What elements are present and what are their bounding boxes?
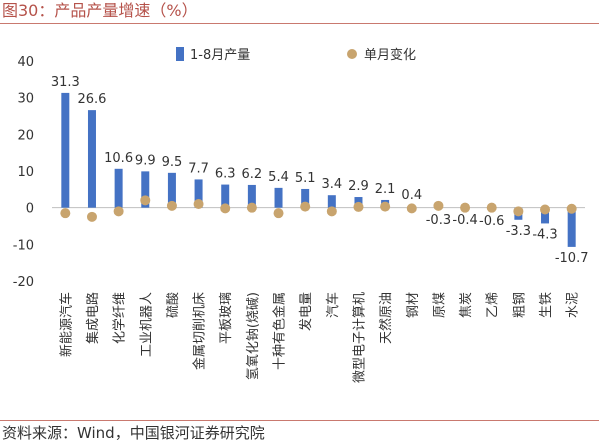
legend: 1-8月产量 单月变化 <box>176 47 416 63</box>
bar-value-label: 2.9 <box>348 179 369 194</box>
category-label: 金属切削机床 <box>192 292 208 370</box>
dot-point <box>486 202 497 213</box>
bar-value-label: -4.3 <box>532 227 557 242</box>
category-label: 平板玻璃 <box>219 292 234 344</box>
bar <box>221 184 230 208</box>
category-label: 乙烯 <box>486 292 501 318</box>
bar-value-label: 5.4 <box>268 170 289 185</box>
bar-value-label: 2.1 <box>375 182 396 197</box>
category-label: 汽车 <box>325 292 341 318</box>
bar <box>87 110 96 208</box>
category-label: 硫酸 <box>166 292 181 318</box>
dot-point <box>246 202 257 213</box>
category-label: 氢氧化钠(烧碱) <box>246 292 261 380</box>
bar <box>167 172 176 208</box>
legend-dot-swatch <box>347 49 357 59</box>
bar <box>327 195 336 208</box>
dot-point <box>513 206 524 217</box>
category-label: 原煤 <box>432 292 447 318</box>
category-label: 生铁 <box>539 292 554 318</box>
dot-point <box>406 203 417 214</box>
dot-point <box>86 211 97 222</box>
dot-point <box>326 206 337 217</box>
category-label: 天然原油 <box>378 292 394 344</box>
bar-value-label: -0.6 <box>479 214 504 229</box>
y-tick-label: 40 <box>17 55 34 70</box>
dot-point <box>273 208 284 219</box>
value-labels: 31.3 26.6 10.6 9.9 9.5 7.7 6.3 6.2 5.4 5.1 3.4 2.9 2… <box>51 75 589 266</box>
bar-value-label: 3.4 <box>321 177 342 192</box>
bar <box>541 207 550 224</box>
y-tick-label: -20 <box>13 275 34 290</box>
bar-series <box>61 92 576 247</box>
y-tick-label: 30 <box>17 92 34 107</box>
bar <box>247 184 256 208</box>
figure-source: 资料来源：Wind，中国银河证券研究院 <box>0 420 599 445</box>
dot-point <box>300 201 311 212</box>
dot-point <box>540 204 551 215</box>
category-label: 发电量 <box>298 292 314 331</box>
dot-point <box>353 201 364 212</box>
dot-point <box>566 203 577 214</box>
bar <box>114 168 123 208</box>
bar-value-label: 26.6 <box>77 92 106 107</box>
dot-point <box>166 200 177 211</box>
bar <box>194 179 203 208</box>
chart: 1-8月产量 单月变化 40 30 20 10 0 -10 -20 31.3 26.6 10.6… <box>13 47 589 383</box>
category-label: 焦炭 <box>459 292 474 318</box>
category-label: 钢材 <box>406 292 421 318</box>
bar-value-label: 10.6 <box>104 151 133 166</box>
bar-value-label: 6.2 <box>242 167 263 182</box>
dot-point <box>460 202 471 213</box>
dot-series <box>60 195 577 222</box>
dot-point <box>113 206 124 217</box>
category-label: 十种有色金属 <box>272 292 288 370</box>
category-label: 集成电路 <box>85 292 101 344</box>
bar-value-label: 5.1 <box>295 171 316 186</box>
y-tick-label: 20 <box>17 128 34 143</box>
y-tick-label: -10 <box>13 238 34 253</box>
dot-point <box>433 200 444 211</box>
bar <box>274 187 283 208</box>
legend-bar-swatch <box>176 47 184 61</box>
dot-point <box>140 195 151 206</box>
bar-value-label: 31.3 <box>51 75 80 90</box>
category-label: 化学纤维 <box>112 292 128 344</box>
category-labels: 新能源汽车 集成电路 化学纤维 工业机器人 硫酸 金属切削机床 平板玻璃 氢氧化钠(烧碱) 十种… <box>58 292 580 383</box>
category-label: 粗钢 <box>512 292 527 318</box>
category-label: 新能源汽车 <box>58 292 74 357</box>
y-tick-label: 10 <box>17 165 34 180</box>
dot-point <box>380 201 391 212</box>
bar <box>301 188 310 208</box>
figure-title: 图30：产品产量增速（%） <box>0 0 599 24</box>
dot-point <box>220 203 231 214</box>
dot-point <box>60 208 71 219</box>
bar <box>141 171 150 208</box>
bar <box>61 92 70 208</box>
bar-value-label: 9.5 <box>162 155 183 170</box>
bar <box>567 207 576 247</box>
bar-value-label: -0.4 <box>452 213 477 228</box>
bar-value-label: -10.7 <box>555 251 589 266</box>
dot-point <box>193 199 204 209</box>
legend-dot-label: 单月变化 <box>364 47 416 63</box>
bar-value-label: -0.3 <box>426 213 451 228</box>
bar-value-label: 0.4 <box>401 188 422 203</box>
bar-value-label: -3.3 <box>506 224 531 239</box>
y-tick-label: 0 <box>26 202 34 217</box>
category-label: 工业机器人 <box>139 292 154 357</box>
category-label: 微型电子计算机 <box>352 292 367 383</box>
bar-value-label: 7.7 <box>188 161 209 176</box>
legend-bar-label: 1-8月产量 <box>190 48 250 63</box>
category-label: 水泥 <box>566 292 581 318</box>
bar-value-label: 6.3 <box>215 167 236 182</box>
bar-value-label: 9.9 <box>135 153 156 168</box>
